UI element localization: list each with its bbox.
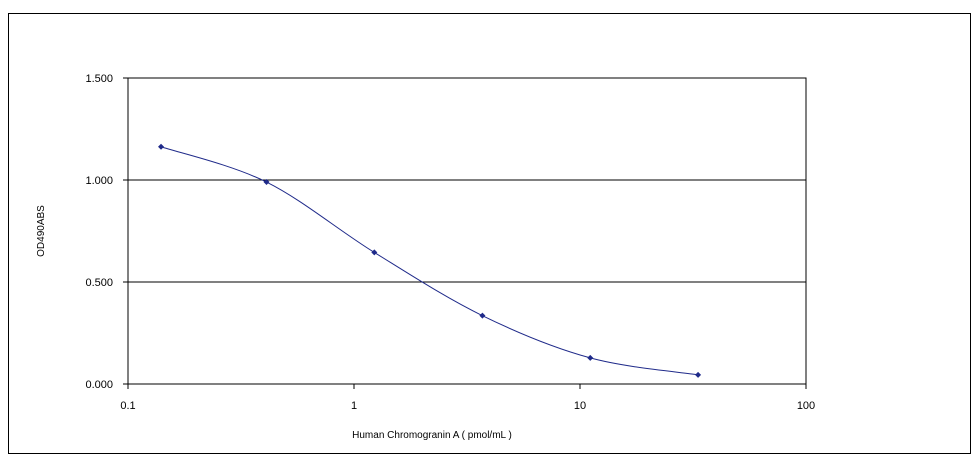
y-tick-label: 0.500 [85, 277, 113, 289]
series-line [160, 146, 699, 376]
x-tick-label: 0.1 [120, 400, 135, 412]
x-tick-label: 10 [574, 400, 586, 412]
series [158, 143, 702, 378]
x-tick-label: 100 [797, 400, 815, 412]
data-point-marker [587, 354, 594, 361]
axis-ticks [123, 77, 807, 389]
plot-area [127, 77, 807, 385]
y-tick-label: 1.000 [85, 175, 113, 187]
data-point-marker [263, 179, 270, 186]
x-tick-label: 1 [351, 400, 357, 412]
y-tick-label: 0.000 [85, 379, 113, 391]
data-point-marker [371, 249, 378, 256]
y-tick-label: 1.500 [85, 73, 113, 85]
data-point-marker [479, 312, 486, 319]
x-axis-title: Human Chromogranin A ( pmol/mL ) [352, 430, 512, 441]
grid-lines [128, 179, 806, 283]
y-axis-title: OD490ABS [36, 205, 47, 257]
data-point-marker [695, 371, 702, 378]
chart-frame [8, 13, 971, 454]
data-point-marker [158, 143, 165, 150]
